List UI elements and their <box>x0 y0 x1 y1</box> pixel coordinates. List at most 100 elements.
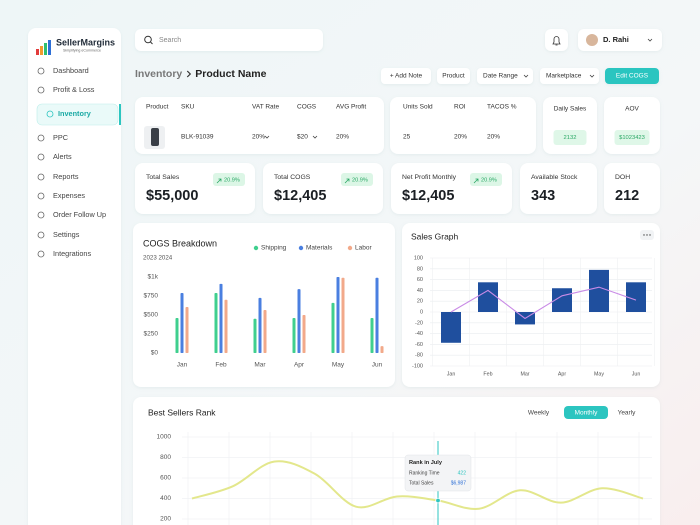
column-header: TACOS % <box>487 104 517 111</box>
x-tick-label: Jan <box>447 371 456 377</box>
y-tick-label: 1000 <box>157 434 172 441</box>
x-tick-label: Apr <box>294 362 305 369</box>
chart-subtitle: 2023 2024 <box>143 255 173 262</box>
nav-item[interactable]: Inventory <box>58 109 92 118</box>
breadcrumb-separator <box>186 70 192 78</box>
bar <box>626 282 646 312</box>
nav-item[interactable]: Settings <box>53 230 80 239</box>
metric-label: Daily Sales <box>554 106 587 113</box>
search-box[interactable] <box>135 29 323 51</box>
tooltip-title: Rank in July <box>409 460 443 466</box>
chevron-icon <box>647 38 653 42</box>
column-header: ROI <box>454 104 466 111</box>
column-header: Product <box>146 104 169 111</box>
tooltip-value: 422 <box>458 470 467 476</box>
nav-item[interactable]: Alerts <box>53 152 72 161</box>
chart-title: COGS Breakdown <box>143 238 217 248</box>
x-tick-label: Jun <box>372 362 383 369</box>
legend-label: Shipping <box>261 245 287 252</box>
action-label[interactable]: + Add Note <box>390 73 423 80</box>
breadcrumb-current: Product Name <box>195 68 266 80</box>
nav-icon <box>37 211 45 219</box>
nav-item[interactable]: Integrations <box>53 249 91 258</box>
x-tick-label: Jun <box>632 371 641 377</box>
kpi-card <box>604 163 660 214</box>
column-value: 20% <box>487 134 500 141</box>
y-tick-label: $750 <box>144 293 159 300</box>
chevron-icon <box>264 135 270 139</box>
chevron-icon <box>312 135 318 139</box>
tab-active <box>564 406 608 419</box>
x-tick-label: Feb <box>215 362 227 369</box>
avatar <box>586 34 598 46</box>
y-tick-label: -80 <box>415 353 423 359</box>
logo-bar <box>48 40 51 55</box>
y-tick-label: 800 <box>160 454 171 461</box>
breadcrumb-parent[interactable]: Inventory <box>135 68 182 80</box>
nav-item[interactable]: Profit & Loss <box>53 85 95 94</box>
action-label[interactable]: Date Range <box>483 73 518 80</box>
action-button[interactable] <box>605 68 659 84</box>
card <box>135 97 384 154</box>
bar <box>180 292 184 353</box>
trend-up-icon <box>216 178 222 184</box>
action-button[interactable] <box>381 68 431 84</box>
y-tick-label: 600 <box>160 475 171 482</box>
bar <box>375 277 379 353</box>
x-tick-label: May <box>594 371 604 377</box>
bar <box>219 283 223 353</box>
tab[interactable]: Monthly <box>575 410 599 417</box>
action-button[interactable] <box>477 68 533 84</box>
nav-item[interactable]: Reports <box>53 172 79 181</box>
kpi-label: Net Profit Monthly <box>402 174 457 181</box>
y-tick-label: 0 <box>420 309 423 315</box>
kpi-change-badge <box>341 173 373 186</box>
tab[interactable]: Weekly <box>528 410 550 417</box>
action-button[interactable] <box>437 68 470 84</box>
nav-item[interactable]: Expenses <box>53 191 85 200</box>
legend-swatch <box>347 245 353 251</box>
metric-label: AOV <box>625 106 639 113</box>
column-header: AVG Profit <box>336 104 366 111</box>
metric-badge <box>614 130 650 145</box>
product-image <box>151 128 159 146</box>
y-tick-label: 100 <box>414 255 423 261</box>
y-tick-label: 400 <box>160 495 171 502</box>
action-button[interactable] <box>540 68 599 84</box>
x-tick-label: Feb <box>483 371 492 377</box>
kpi-label: DOH <box>615 174 630 181</box>
bar <box>297 289 301 353</box>
nav-icon <box>37 250 45 258</box>
y-tick-label: 80 <box>417 266 423 272</box>
chart-card <box>133 397 660 525</box>
notification-button[interactable] <box>545 29 568 51</box>
nav-item[interactable]: PPC <box>53 133 68 142</box>
bar <box>263 310 267 353</box>
bar <box>331 302 335 353</box>
bar <box>336 277 340 353</box>
nav-item[interactable]: Dashboard <box>53 66 89 75</box>
tab[interactable]: Yearly <box>618 410 637 417</box>
x-tick-label: Jan <box>177 362 188 369</box>
bar <box>380 346 384 353</box>
y-tick-label: $250 <box>144 331 159 338</box>
action-label[interactable]: Product <box>442 73 465 80</box>
column-header: SKU <box>181 104 195 111</box>
user-menu[interactable] <box>578 29 662 51</box>
column-value: 20% <box>454 134 467 141</box>
tagline: Simplifying eCommerce <box>63 48 101 52</box>
search-placeholder[interactable]: Search <box>159 37 181 44</box>
y-tick-label: 60 <box>417 277 423 283</box>
nav-icon <box>37 134 45 142</box>
action-label[interactable]: Edit COGS <box>616 73 649 80</box>
bar <box>302 315 306 353</box>
tooltip <box>404 454 472 492</box>
action-label[interactable]: Marketplace <box>546 73 582 80</box>
bar <box>253 318 257 353</box>
kpi-value: $12,405 <box>274 188 326 204</box>
chevron-icon <box>523 74 529 78</box>
nav-item[interactable]: Order Follow Up <box>53 210 106 219</box>
kpi-change-badge <box>213 173 245 186</box>
y-tick-label: 20 <box>417 299 423 305</box>
